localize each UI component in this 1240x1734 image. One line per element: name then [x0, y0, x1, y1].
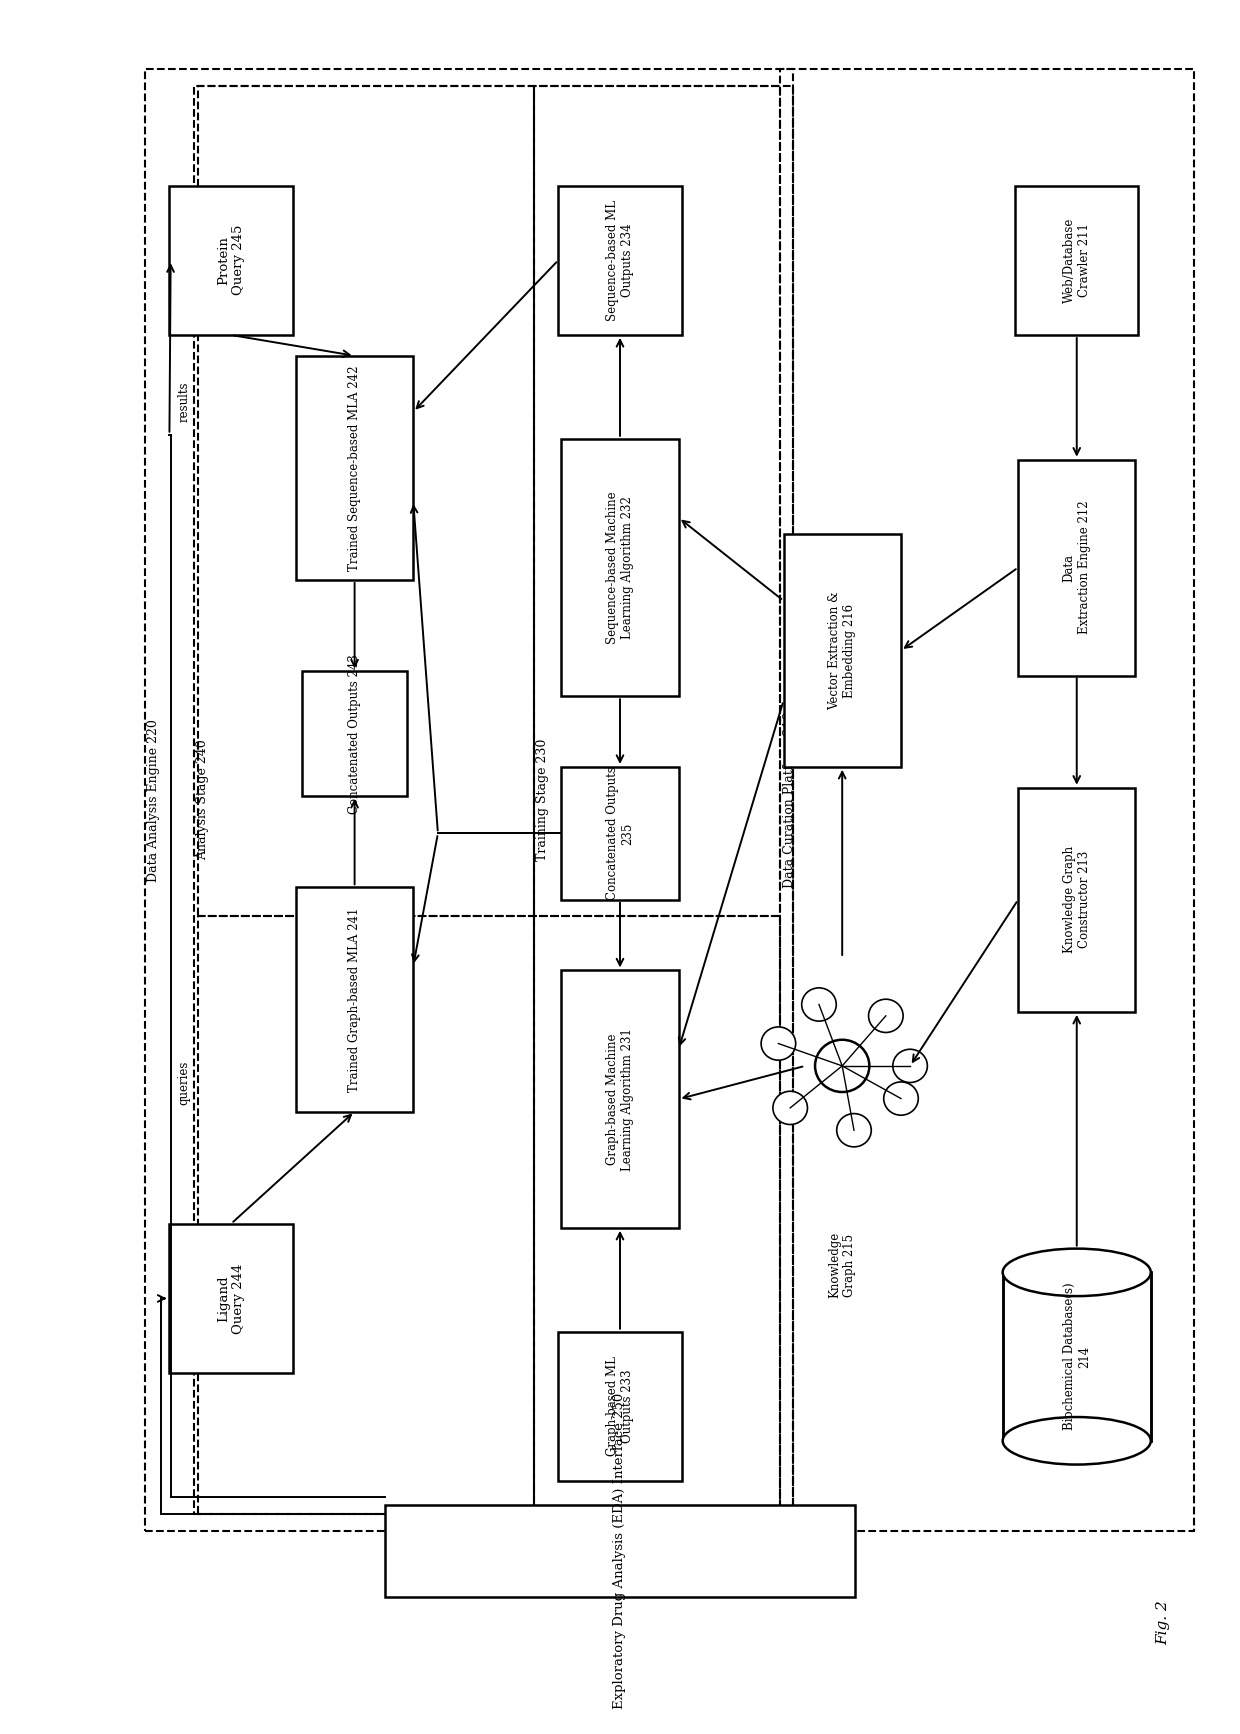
Ellipse shape: [837, 1113, 872, 1146]
FancyBboxPatch shape: [1003, 1273, 1151, 1441]
Text: Trained Sequence-based MLA 242: Trained Sequence-based MLA 242: [348, 366, 361, 570]
Text: Knowledge Graph
Constructor 213: Knowledge Graph Constructor 213: [1063, 846, 1091, 954]
Ellipse shape: [815, 1040, 869, 1092]
Ellipse shape: [893, 1049, 928, 1082]
FancyBboxPatch shape: [1016, 186, 1138, 335]
Ellipse shape: [773, 1091, 807, 1125]
Text: Sequence-based ML
Outputs 234: Sequence-based ML Outputs 234: [606, 199, 634, 321]
FancyBboxPatch shape: [386, 1505, 854, 1597]
FancyBboxPatch shape: [558, 186, 682, 335]
FancyBboxPatch shape: [1018, 787, 1136, 1013]
Ellipse shape: [1003, 1248, 1151, 1295]
Text: Knowledge
Graph 215: Knowledge Graph 215: [828, 1231, 856, 1299]
FancyBboxPatch shape: [558, 1332, 682, 1481]
FancyBboxPatch shape: [170, 1224, 293, 1373]
Text: Fig. 2: Fig. 2: [1156, 1600, 1171, 1646]
Ellipse shape: [802, 988, 836, 1021]
FancyBboxPatch shape: [784, 534, 900, 766]
Text: queries: queries: [177, 1059, 191, 1105]
Text: Protein
Query 245: Protein Query 245: [217, 225, 246, 295]
FancyBboxPatch shape: [562, 766, 678, 900]
Text: Vector Extraction &
Embedding 216: Vector Extraction & Embedding 216: [828, 591, 856, 709]
Text: Data Analysis Engine 220: Data Analysis Engine 220: [146, 718, 160, 881]
Text: Analysis Stage 240: Analysis Stage 240: [196, 740, 210, 860]
Text: Exploratory Drug Analysis (EDA) Interface 250: Exploratory Drug Analysis (EDA) Interfac…: [614, 1392, 626, 1710]
Text: Trained Graph-based MLA 241: Trained Graph-based MLA 241: [348, 907, 361, 1092]
Text: Data
Extraction Engine 212: Data Extraction Engine 212: [1063, 501, 1091, 635]
Text: Concatenated Outputs 243: Concatenated Outputs 243: [348, 654, 361, 813]
Text: Graph-based Machine
Learning Algorithm 231: Graph-based Machine Learning Algorithm 2…: [606, 1028, 634, 1170]
FancyBboxPatch shape: [296, 355, 413, 579]
Ellipse shape: [868, 999, 903, 1032]
FancyBboxPatch shape: [303, 671, 407, 796]
FancyBboxPatch shape: [296, 888, 413, 1111]
Ellipse shape: [761, 1027, 796, 1059]
Text: Sequence-based Machine
Learning Algorithm 232: Sequence-based Machine Learning Algorith…: [606, 491, 634, 643]
Text: Web/Database
Crawler 211: Web/Database Crawler 211: [1063, 217, 1091, 303]
Text: Concatenated Outputs
235: Concatenated Outputs 235: [606, 766, 634, 900]
Text: Biochemical Database(s)
214: Biochemical Database(s) 214: [1063, 1283, 1091, 1431]
FancyBboxPatch shape: [1018, 460, 1136, 676]
FancyBboxPatch shape: [562, 439, 678, 697]
Text: Graph-based ML
Outputs 233: Graph-based ML Outputs 233: [606, 1356, 634, 1457]
Text: Data Curation Platform 210: Data Curation Platform 210: [782, 713, 796, 888]
FancyBboxPatch shape: [562, 971, 678, 1228]
FancyBboxPatch shape: [170, 186, 293, 335]
Text: Ligand
Query 244: Ligand Query 244: [217, 1264, 246, 1333]
Ellipse shape: [1003, 1417, 1151, 1465]
Text: results: results: [177, 381, 191, 421]
Text: Training Stage 230: Training Stage 230: [536, 739, 549, 862]
Ellipse shape: [884, 1082, 919, 1115]
